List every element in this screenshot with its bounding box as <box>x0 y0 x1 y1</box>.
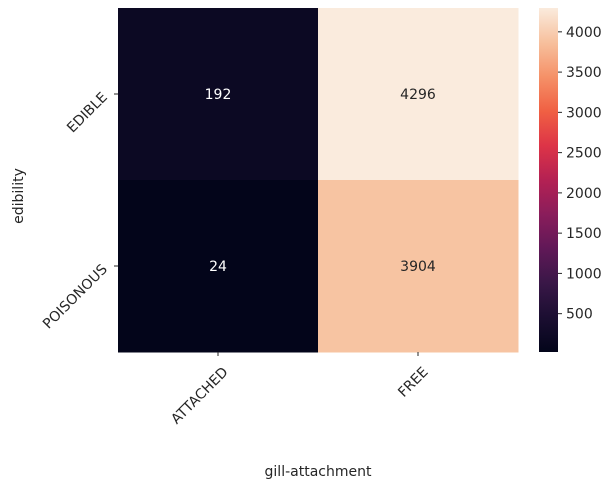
y-axis-ticks: EDIBLE POISONOUS <box>40 90 118 332</box>
x-tick-label: FREE <box>395 364 431 400</box>
colorbar-tick-label: 500 <box>566 307 593 323</box>
x-axis-ticks: ATTACHED FREE <box>168 352 432 428</box>
heatmap-cell <box>118 8 319 181</box>
heatmap-cell <box>118 180 319 353</box>
heatmap-cell <box>318 8 519 181</box>
cell-labels: 192 4296 24 3904 <box>205 87 436 275</box>
cell-value-label: 192 <box>205 87 232 103</box>
colorbar-ticks: 500 1000 1500 2000 2500 3000 3500 4000 <box>558 25 602 323</box>
heatmap-cells <box>118 8 519 353</box>
y-tick-label: EDIBLE <box>64 90 111 137</box>
y-axis-label: edibility <box>11 168 27 224</box>
colorbar-tick-label: 2000 <box>566 186 602 202</box>
x-tick-label: ATTACHED <box>168 364 231 427</box>
colorbar-tick-label: 2500 <box>566 146 602 162</box>
colorbar-tick-label: 3000 <box>566 105 602 121</box>
cell-value-label: 4296 <box>400 87 436 103</box>
colorbar-tick-label: 1000 <box>566 266 602 282</box>
y-tick-label: POISONOUS <box>40 261 111 332</box>
colorbar <box>539 8 558 352</box>
colorbar-tick-label: 4000 <box>566 25 602 41</box>
cell-value-label: 24 <box>209 259 227 275</box>
heatmap-cell <box>318 180 519 353</box>
x-axis-label: gill-attachment <box>265 464 372 480</box>
colorbar-tick-label: 1500 <box>566 226 602 242</box>
cell-value-label: 3904 <box>400 259 436 275</box>
colorbar-tick-label: 3500 <box>566 65 602 81</box>
